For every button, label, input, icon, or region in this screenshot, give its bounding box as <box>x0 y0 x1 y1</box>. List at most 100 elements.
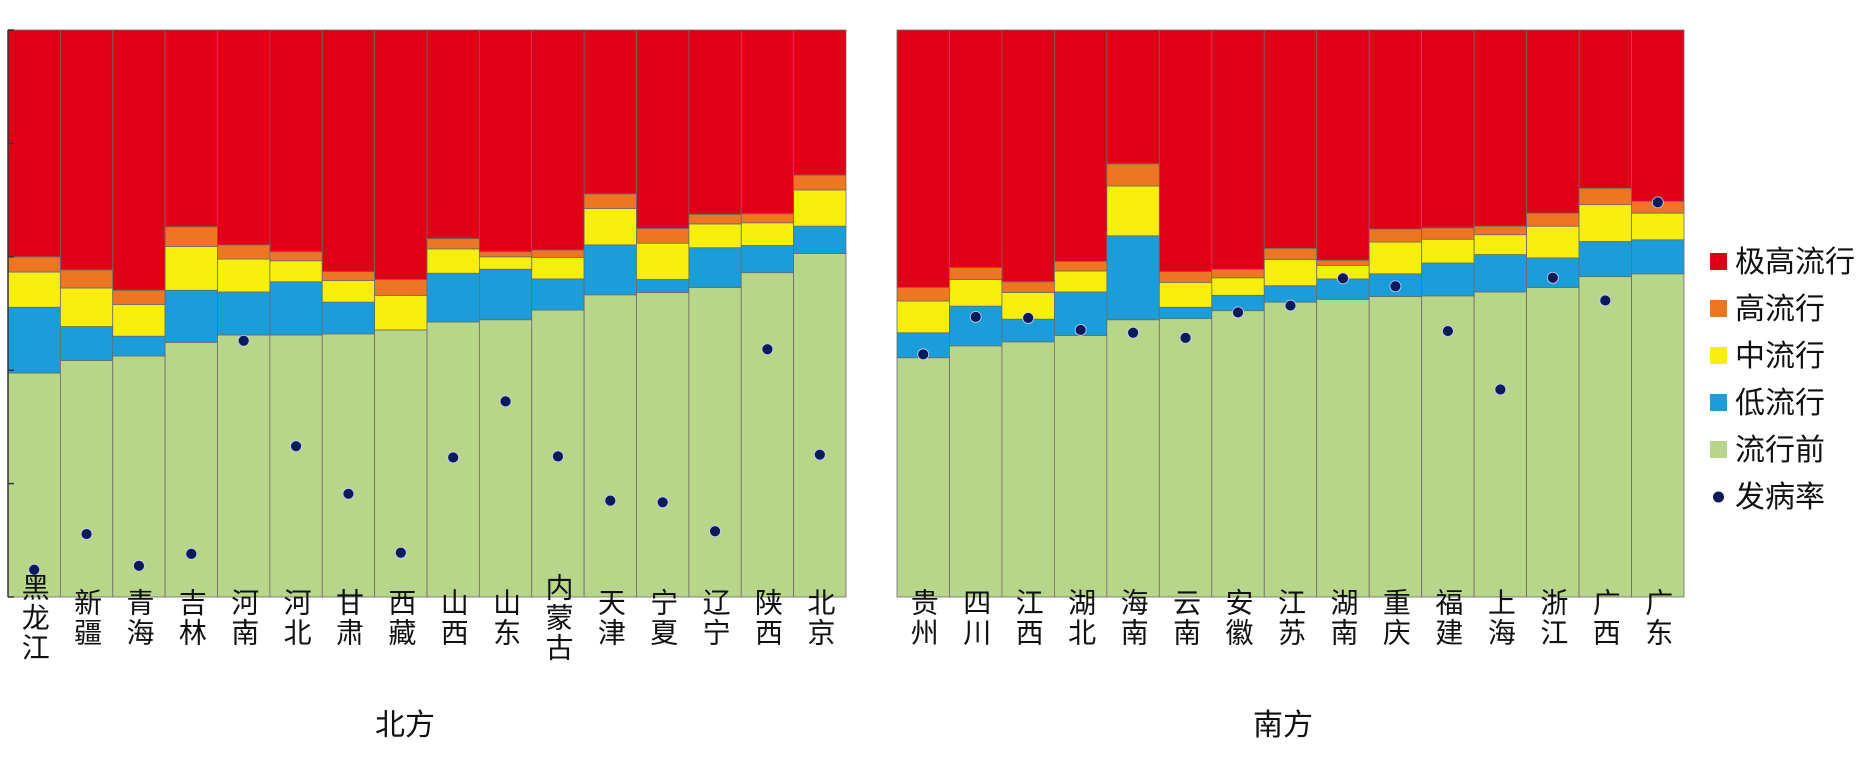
bar-segment-极高流行-河南 <box>217 29 271 246</box>
bar-segment-低流行-海南 <box>1106 235 1160 321</box>
legend-entry: 流行前 <box>1710 433 1825 468</box>
x-tick-label: 贵州 <box>907 588 940 648</box>
bar-segment-低流行-云南 <box>1158 306 1213 320</box>
bar-segment-流行前-甘肃 <box>321 333 376 598</box>
bar-segment-高流行-贵州 <box>896 287 950 302</box>
bar-segment-中流行-山西 <box>426 248 480 274</box>
bar-segment-极高流行-湖南 <box>1316 29 1370 261</box>
legend-label: 中流行 <box>1735 339 1825 374</box>
bar-segment-极高流行-吉林 <box>164 29 218 228</box>
bar-segment-流行前-辽宁 <box>688 287 742 598</box>
incidence-dot-甘肃 <box>342 487 355 500</box>
incidence-dot-广西 <box>1599 294 1612 307</box>
bar-segment-中流行-甘肃 <box>321 280 376 303</box>
bar-segment-中流行-陕西 <box>740 222 795 246</box>
bar-segment-中流行-福建 <box>1421 238 1475 264</box>
x-tick-label: 湖南 <box>1326 588 1359 648</box>
bar-segment-中流行-广西 <box>1578 204 1632 242</box>
x-tick-label: 云南 <box>1169 588 1202 648</box>
bar-segment-中流行-内蒙古 <box>531 256 585 280</box>
bar-segment-极高流行-北京 <box>793 29 847 176</box>
bar-segment-高流行-江西 <box>1001 281 1055 293</box>
bar-segment-中流行-云南 <box>1158 281 1213 308</box>
incidence-dot-湖南 <box>1337 272 1349 285</box>
bar-segment-中流行-宁夏 <box>636 242 690 280</box>
bar-segment-低流行-山东 <box>478 268 533 321</box>
bar-segment-低流行-青海 <box>112 335 166 357</box>
x-tick-label: 天津 <box>594 588 627 648</box>
bar-segment-高流行-辽宁 <box>688 213 742 225</box>
incidence-dot-安徽 <box>1232 306 1244 319</box>
bar-segment-流行前-海南 <box>1106 319 1160 598</box>
bar-segment-中流行-吉林 <box>164 246 218 291</box>
bar-segment-中流行-湖北 <box>1054 270 1108 293</box>
bar-segment-流行前-湖南 <box>1316 298 1370 598</box>
bar-segment-中流行-四川 <box>949 279 1003 307</box>
bar-segment-中流行-辽宁 <box>688 223 742 249</box>
bar-segment-高流行-吉林 <box>164 226 218 247</box>
bar-segment-流行前-上海 <box>1473 291 1527 598</box>
incidence-dot-宁夏 <box>656 496 669 509</box>
legend-entry: 低流行 <box>1710 386 1825 421</box>
bar-segment-高流行-浙江 <box>1526 212 1580 227</box>
legend-label: 极高流行 <box>1735 245 1855 280</box>
incidence-dot-新疆 <box>80 528 93 540</box>
bar-segment-极高流行-新疆 <box>59 29 114 271</box>
bar-segment-高流行-安徽 <box>1211 268 1265 279</box>
x-tick-label: 吉林 <box>175 588 208 648</box>
incidence-dot-云南 <box>1179 331 1192 344</box>
bar-segment-流行前-福建 <box>1421 295 1475 598</box>
incidence-dot-天津 <box>604 494 617 507</box>
bar-segment-低流行-宁夏 <box>636 279 690 293</box>
bar-segment-极高流行-海南 <box>1106 29 1160 165</box>
incidence-dot-辽宁 <box>709 525 721 538</box>
bar-segment-低流行-内蒙古 <box>531 278 585 311</box>
incidence-dot-福建 <box>1442 325 1454 337</box>
bar-segment-中流行-天津 <box>583 208 637 246</box>
legend-swatch <box>1710 300 1727 317</box>
legend-entry: 发病率 <box>1713 480 1825 515</box>
bar-segment-中流行-山东 <box>478 256 533 270</box>
incidence-dot-山东 <box>499 395 512 408</box>
legend-swatch <box>1710 347 1727 364</box>
bar-segment-极高流行-四川 <box>949 29 1003 268</box>
bar-segment-低流行-山西 <box>426 272 480 323</box>
bar-segment-流行前-河南 <box>217 334 271 598</box>
incidence-dot-青海 <box>133 559 145 572</box>
x-tick-label: 陕西 <box>751 588 784 648</box>
bar-segment-高流行-黑龙江 <box>7 256 61 273</box>
x-tick-label: 宁夏 <box>646 588 679 648</box>
incidence-dot-黑龙江 <box>28 563 41 576</box>
incidence-dot-吉林 <box>185 548 198 560</box>
bar-segment-低流行-北京 <box>793 225 847 254</box>
bar-segment-中流行-贵州 <box>896 300 950 334</box>
incidence-dot-陕西 <box>761 343 774 356</box>
x-tick-label: 江苏 <box>1274 588 1307 648</box>
bar-segment-高流行-云南 <box>1158 271 1213 283</box>
x-tick-label: 浙江 <box>1536 588 1569 648</box>
legend-swatch <box>1710 441 1727 458</box>
bar-segment-中流行-上海 <box>1473 234 1527 255</box>
bar-segment-低流行-新疆 <box>59 326 114 361</box>
bar-segment-极高流行-黑龙江 <box>7 29 61 258</box>
x-tick-label: 海南 <box>1117 588 1150 648</box>
bar-segment-低流行-广东 <box>1631 239 1685 275</box>
legend-entry: 极高流行 <box>1710 245 1855 280</box>
incidence-dot-河南 <box>237 334 250 347</box>
x-tick-label: 甘肃 <box>332 588 365 648</box>
bar-segment-高流行-海南 <box>1106 163 1160 187</box>
incidence-dot-北京 <box>813 448 826 461</box>
incidence-dot-浙江 <box>1546 271 1559 284</box>
x-tick-label: 山西 <box>437 588 470 648</box>
incidence-dot-河北 <box>290 440 302 453</box>
bar-segment-低流行-吉林 <box>164 289 218 343</box>
bar-segment-流行前-安徽 <box>1211 310 1265 598</box>
bar-segment-极高流行-福建 <box>1421 29 1475 229</box>
x-tick-label: 重庆 <box>1379 588 1412 648</box>
bar-segment-高流行-宁夏 <box>636 228 690 244</box>
bar-segment-中流行-河北 <box>269 260 323 283</box>
incidence-dot-贵州 <box>917 348 930 361</box>
incidence-dot-四川 <box>969 311 982 323</box>
legend-dot <box>1713 491 1724 503</box>
